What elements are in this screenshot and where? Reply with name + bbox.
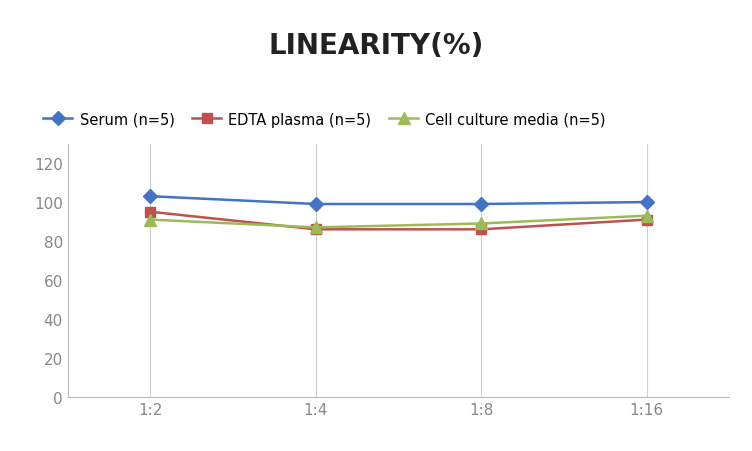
Line: Cell culture media (n=5): Cell culture media (n=5) [145, 211, 652, 234]
EDTA plasma (n=5) [642, 217, 651, 223]
Line: Serum (n=5): Serum (n=5) [146, 192, 651, 209]
Text: LINEARITY(%): LINEARITY(%) [268, 32, 484, 60]
Cell culture media (n=5) [642, 213, 651, 219]
Serum (n=5) [642, 200, 651, 205]
EDTA plasma (n=5) [311, 227, 320, 233]
Serum (n=5) [146, 194, 155, 199]
Line: EDTA plasma (n=5): EDTA plasma (n=5) [146, 207, 651, 235]
Serum (n=5) [311, 202, 320, 207]
Cell culture media (n=5) [146, 217, 155, 223]
EDTA plasma (n=5) [146, 210, 155, 215]
Serum (n=5) [477, 202, 486, 207]
EDTA plasma (n=5) [477, 227, 486, 233]
Legend: Serum (n=5), EDTA plasma (n=5), Cell culture media (n=5): Serum (n=5), EDTA plasma (n=5), Cell cul… [38, 106, 612, 133]
Cell culture media (n=5) [477, 221, 486, 227]
Cell culture media (n=5) [311, 225, 320, 230]
